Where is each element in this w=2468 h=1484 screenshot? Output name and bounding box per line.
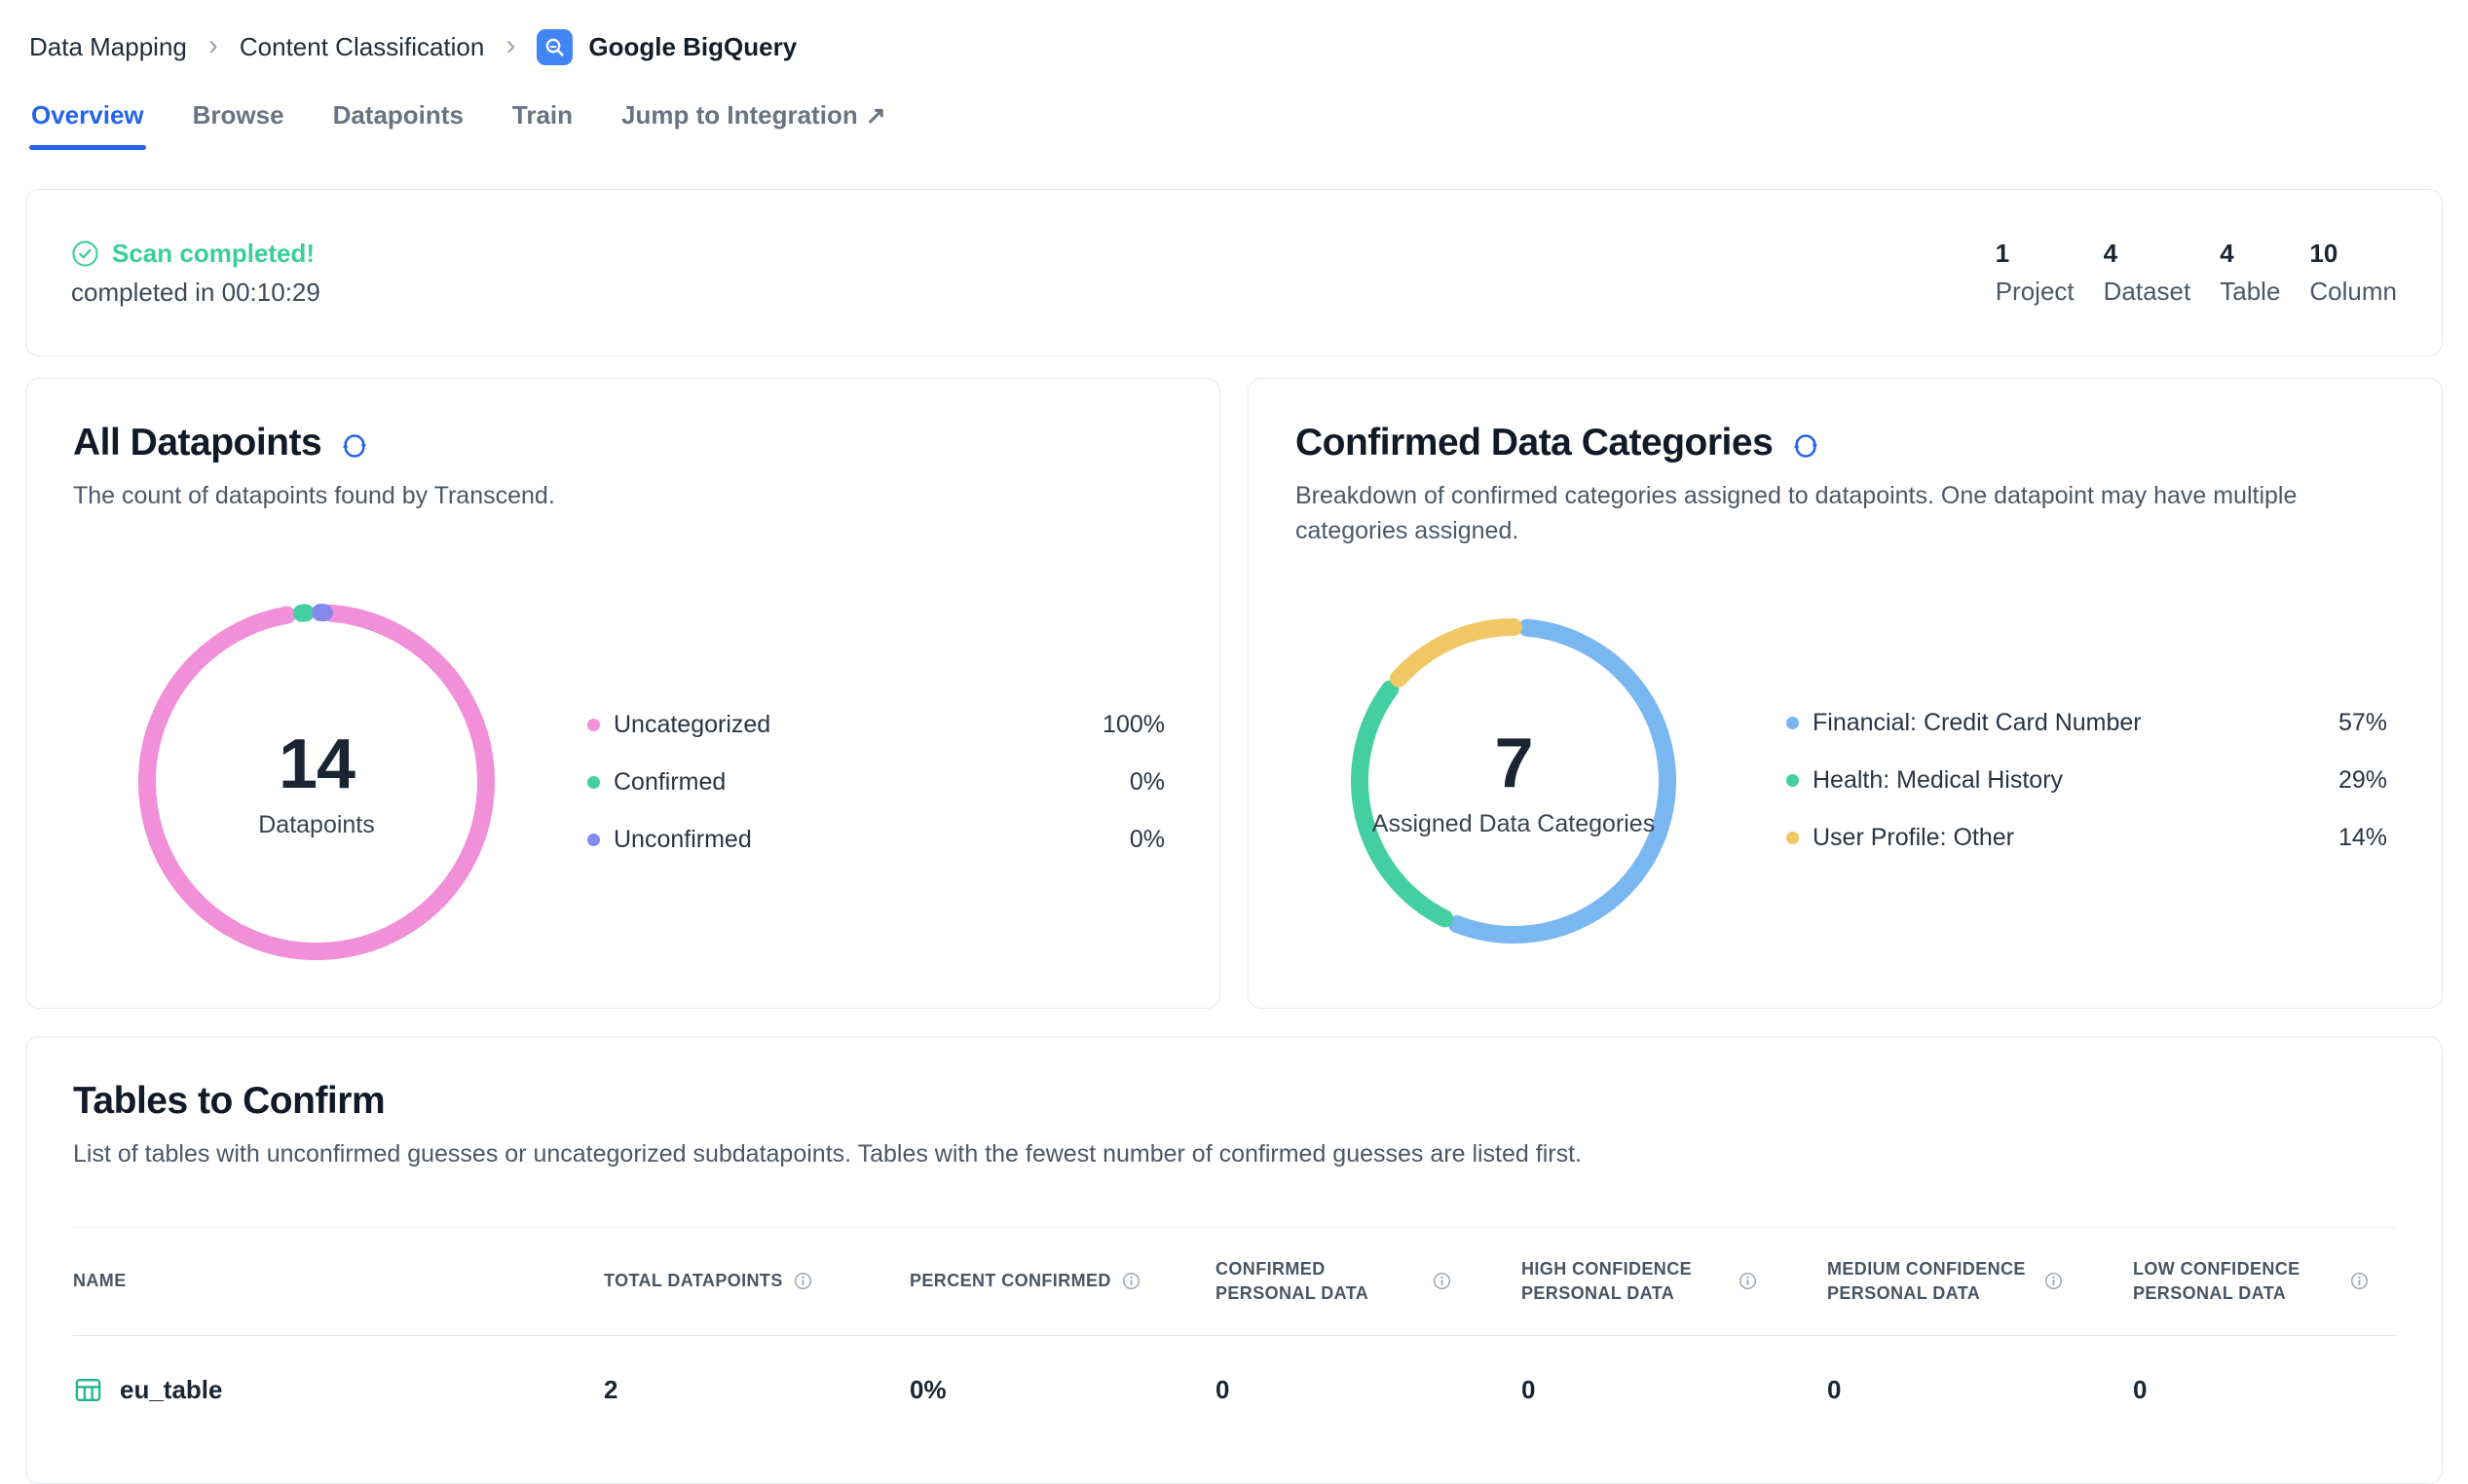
- legend-dot: [1786, 717, 1799, 729]
- legend-item: User Profile: Other 14%: [1786, 809, 2387, 867]
- legend-item: Uncategorized 100%: [587, 696, 1165, 754]
- stat-label: Column: [2309, 277, 2397, 306]
- card-title: All Datapoints: [73, 422, 322, 464]
- tab-jump-to-integration[interactable]: Jump to Integration ↗: [621, 100, 886, 130]
- table-header-row: NAME TOTAL DATAPOINTS PERCENT CONFIRMED …: [73, 1226, 2395, 1336]
- legend-dot: [587, 718, 600, 731]
- table-icon: [73, 1375, 103, 1405]
- legend-label: User Profile: Other: [1813, 824, 2015, 851]
- breadcrumb-item-content-classification[interactable]: Content Classification: [239, 32, 485, 61]
- chevron-right-icon: ›: [505, 29, 516, 61]
- table-cell-confirmed-personal-data: 0: [1215, 1374, 1230, 1404]
- legend-item: Health: Medical History 29%: [1786, 752, 2387, 809]
- card-title: Confirmed Data Categories: [1295, 422, 1774, 464]
- legend: Uncategorized 100% Confirmed 0% Unconfir…: [587, 696, 1165, 869]
- column-header-high-confidence-personal-data: HIGH CONFIDENCE PERSONAL DATA: [1521, 1257, 1827, 1306]
- tab-datapoints[interactable]: Datapoints: [332, 100, 464, 130]
- tab-overview[interactable]: Overview: [29, 94, 146, 150]
- column-header-low-confidence-personal-data: LOW CONFIDENCE PERSONAL DATA: [2133, 1257, 2395, 1306]
- refresh-icon: [343, 434, 367, 458]
- legend-label: Financial: Credit Card Number: [1813, 709, 2142, 736]
- stat-dataset: 4 Dataset: [2104, 239, 2191, 307]
- scan-stats: 1 Project 4 Dataset 4 Table 10 Column: [1996, 239, 2397, 307]
- tab-bar: Overview Browse Datapoints Train Jump to…: [25, 94, 2443, 150]
- info-icon[interactable]: [1122, 1272, 1141, 1290]
- stat-project: 1 Project: [1996, 239, 2075, 307]
- stat-column: 10 Column: [2309, 239, 2397, 307]
- legend-percent: 0%: [1129, 825, 1165, 853]
- legend-item: Unconfirmed 0%: [587, 811, 1165, 869]
- scan-status-card: Scan completed! completed in 00:10:29 1 …: [25, 189, 2443, 356]
- table-cell-total-datapoints: 2: [604, 1374, 618, 1404]
- stat-table: 4 Table: [2220, 239, 2280, 307]
- confirmed-categories-card: Confirmed Data Categories Breakdown of c…: [1248, 378, 2443, 1010]
- refresh-button[interactable]: [341, 432, 368, 460]
- stat-value: 1: [1995, 239, 2010, 268]
- stat-label: Table: [2220, 277, 2281, 306]
- legend-label: Uncategorized: [614, 710, 771, 738]
- info-icon[interactable]: [1433, 1272, 1451, 1290]
- legend-dot: [587, 833, 600, 846]
- table-cell-percent-confirmed: 0%: [910, 1374, 947, 1404]
- stat-label: Project: [1995, 277, 2075, 306]
- column-header-percent-confirmed: PERCENT CONFIRMED: [910, 1269, 1215, 1293]
- table-row[interactable]: eu_table 2 0% 0 0 0 0: [73, 1336, 2395, 1444]
- scan-duration-text: completed in 00:10:29: [71, 277, 320, 307]
- stat-value: 4: [2103, 239, 2118, 268]
- legend-percent: 29%: [2337, 766, 2387, 794]
- card-subtitle: The count of datapoints found by Transce…: [73, 482, 555, 509]
- legend-percent: 100%: [1103, 710, 1165, 738]
- tab-browse[interactable]: Browse: [192, 100, 284, 130]
- info-icon[interactable]: [2350, 1272, 2369, 1290]
- card-subtitle: Breakdown of confirmed categories assign…: [1295, 482, 2298, 545]
- legend-dot: [587, 775, 600, 789]
- legend-dot: [1786, 832, 1799, 844]
- info-icon[interactable]: [1739, 1272, 1757, 1290]
- info-icon[interactable]: [2044, 1272, 2063, 1290]
- column-header-confirmed-personal-data: CONFIRMED PERSONAL DATA: [1215, 1257, 1521, 1306]
- breadcrumb: Data Mapping › Content Classification › …: [25, 0, 2443, 65]
- legend: Financial: Credit Card Number 57% Health…: [1786, 694, 2387, 867]
- column-header-name: NAME: [73, 1271, 127, 1291]
- bigquery-icon: [537, 29, 574, 65]
- donut-chart-confirmed-categories[interactable]: 7 Assigned Data Categories: [1350, 617, 1677, 945]
- table-cell-low-confidence: 0: [2133, 1374, 2148, 1404]
- tables-to-confirm-card: Tables to Confirm List of tables with un…: [25, 1036, 2443, 1484]
- legend-dot: [1786, 774, 1799, 787]
- table-cell-medium-confidence: 0: [1827, 1374, 1842, 1404]
- table-cell-name: eu_table: [73, 1375, 604, 1405]
- table-cell-high-confidence: 0: [1521, 1374, 1536, 1404]
- scan-status-text: Scan completed!: [112, 238, 316, 268]
- legend-item: Confirmed 0%: [587, 754, 1165, 811]
- legend-percent: 0%: [1129, 767, 1165, 796]
- refresh-button[interactable]: [1792, 432, 1819, 460]
- scan-status-block: Scan completed! completed in 00:10:29: [71, 239, 320, 308]
- check-circle-icon: [71, 240, 99, 268]
- breadcrumb-item-google-bigquery: Google BigQuery: [588, 32, 798, 61]
- refresh-icon: [1794, 434, 1818, 458]
- stat-value: 4: [2220, 239, 2234, 268]
- legend-label: Health: Medical History: [1813, 766, 2064, 794]
- legend-label: Unconfirmed: [614, 825, 752, 853]
- chevron-right-icon: ›: [207, 29, 218, 61]
- table-title: Tables to Confirm: [73, 1080, 386, 1123]
- data-table: NAME TOTAL DATAPOINTS PERCENT CONFIRMED …: [73, 1226, 2395, 1444]
- legend-label: Confirmed: [614, 767, 727, 796]
- table-subtitle: List of tables with unconfirmed guesses …: [73, 1140, 1582, 1169]
- legend-percent: 57%: [2337, 709, 2387, 736]
- column-header-medium-confidence-personal-data: MEDIUM CONFIDENCE PERSONAL DATA: [1827, 1257, 2133, 1306]
- donut-chart-all-datapoints[interactable]: 14 Datapoints: [137, 603, 496, 961]
- column-header-total-datapoints: TOTAL DATAPOINTS: [604, 1269, 910, 1293]
- stat-value: 10: [2309, 239, 2338, 268]
- breadcrumb-item-data-mapping[interactable]: Data Mapping: [29, 32, 187, 61]
- legend-item: Financial: Credit Card Number 57%: [1786, 694, 2387, 752]
- stat-label: Dataset: [2103, 277, 2191, 306]
- info-icon[interactable]: [794, 1272, 812, 1290]
- tab-train[interactable]: Train: [511, 100, 574, 130]
- legend-percent: 14%: [2337, 824, 2387, 851]
- all-datapoints-card: All Datapoints The count of datapoints f…: [25, 378, 1220, 1010]
- external-link-icon: ↗: [865, 102, 886, 130]
